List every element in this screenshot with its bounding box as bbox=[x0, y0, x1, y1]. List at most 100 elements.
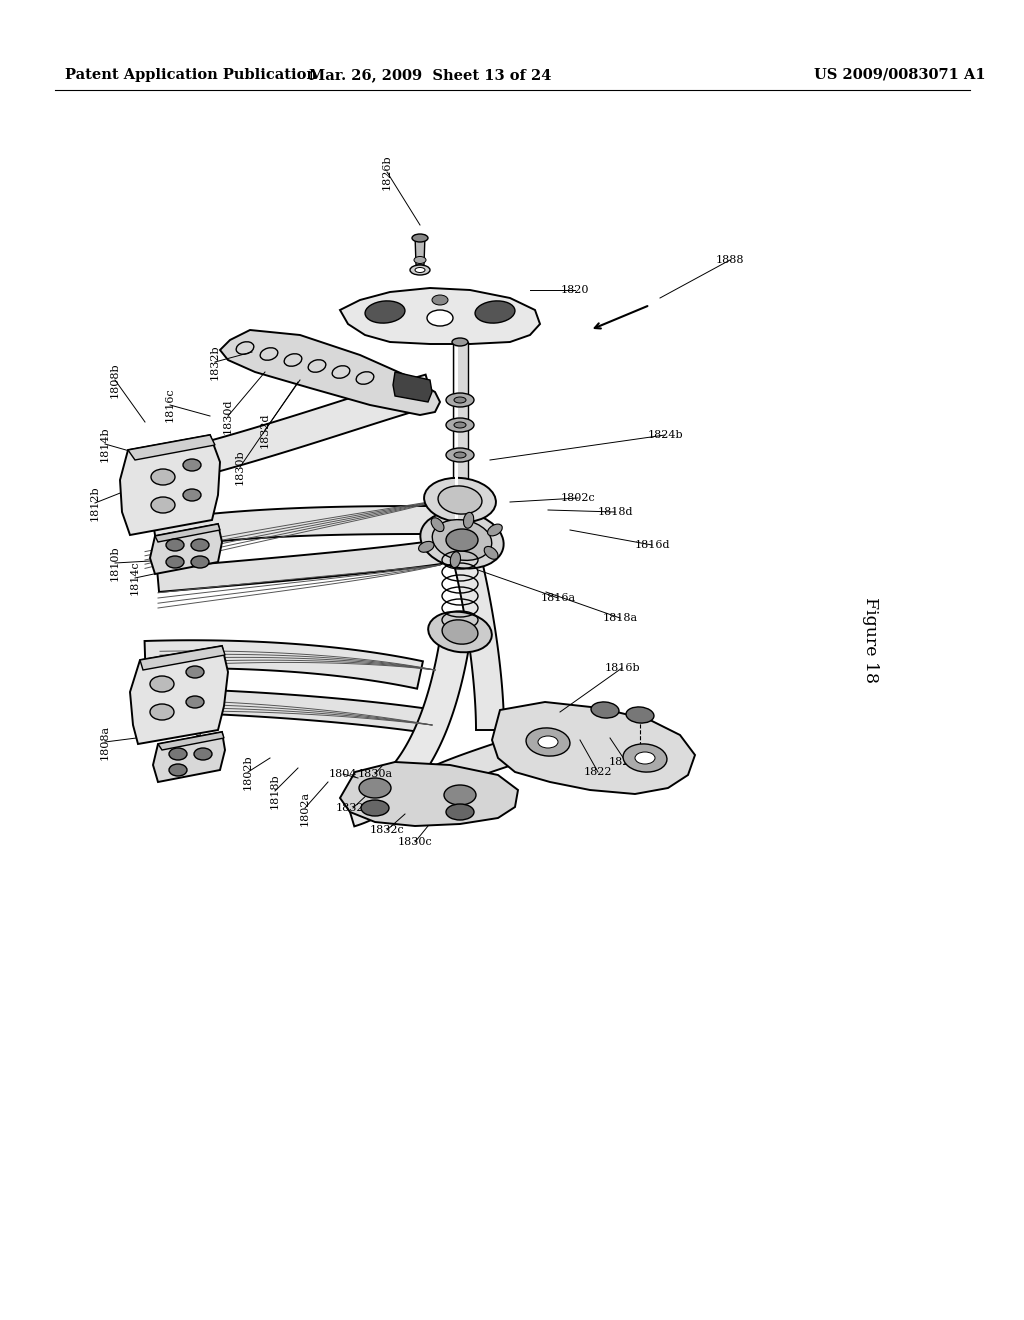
Ellipse shape bbox=[191, 539, 209, 550]
Ellipse shape bbox=[412, 234, 428, 242]
Ellipse shape bbox=[591, 702, 618, 718]
Text: 1826b: 1826b bbox=[382, 154, 392, 190]
Text: 1804: 1804 bbox=[329, 770, 357, 779]
Polygon shape bbox=[155, 524, 220, 543]
Text: 1810a: 1810a bbox=[175, 682, 185, 718]
Polygon shape bbox=[340, 762, 518, 826]
Polygon shape bbox=[147, 688, 437, 734]
Ellipse shape bbox=[538, 737, 558, 748]
Ellipse shape bbox=[166, 556, 184, 568]
Polygon shape bbox=[452, 546, 504, 730]
Ellipse shape bbox=[150, 676, 174, 692]
Ellipse shape bbox=[361, 800, 389, 816]
Text: 1830c: 1830c bbox=[397, 837, 432, 847]
Text: 1824b: 1824b bbox=[647, 430, 683, 440]
Ellipse shape bbox=[424, 478, 496, 523]
Ellipse shape bbox=[166, 539, 184, 550]
Text: 1816d: 1816d bbox=[634, 540, 670, 550]
Ellipse shape bbox=[428, 611, 492, 652]
Ellipse shape bbox=[186, 667, 204, 678]
Ellipse shape bbox=[169, 764, 187, 776]
Polygon shape bbox=[415, 235, 425, 265]
Ellipse shape bbox=[186, 696, 204, 708]
Text: 1814b: 1814b bbox=[100, 426, 110, 462]
Ellipse shape bbox=[151, 498, 175, 513]
Ellipse shape bbox=[365, 301, 404, 323]
Text: 1808b: 1808b bbox=[110, 362, 120, 397]
Ellipse shape bbox=[151, 469, 175, 484]
Ellipse shape bbox=[194, 748, 212, 760]
Text: 1820: 1820 bbox=[561, 285, 589, 294]
Ellipse shape bbox=[438, 486, 482, 513]
Ellipse shape bbox=[442, 620, 478, 644]
Ellipse shape bbox=[432, 520, 492, 561]
Ellipse shape bbox=[432, 294, 449, 305]
Text: 1816b: 1816b bbox=[604, 663, 640, 673]
Text: 1832a: 1832a bbox=[336, 803, 371, 813]
Ellipse shape bbox=[419, 541, 434, 552]
Polygon shape bbox=[120, 436, 220, 535]
Text: 1802b: 1802b bbox=[243, 754, 253, 789]
Ellipse shape bbox=[415, 268, 425, 272]
Text: 1888: 1888 bbox=[716, 255, 744, 265]
Polygon shape bbox=[492, 702, 695, 795]
Text: 1822: 1822 bbox=[584, 767, 612, 777]
Polygon shape bbox=[340, 288, 540, 345]
Text: 1832d: 1832d bbox=[260, 412, 270, 447]
Ellipse shape bbox=[431, 517, 444, 532]
Ellipse shape bbox=[626, 708, 654, 723]
Ellipse shape bbox=[475, 301, 515, 323]
Text: Figure 18: Figure 18 bbox=[861, 597, 879, 682]
Text: 1830b: 1830b bbox=[234, 449, 245, 484]
Ellipse shape bbox=[446, 804, 474, 820]
Text: 1816a: 1816a bbox=[541, 593, 575, 603]
Ellipse shape bbox=[623, 744, 667, 772]
Ellipse shape bbox=[451, 552, 461, 568]
Polygon shape bbox=[144, 640, 423, 689]
Polygon shape bbox=[424, 739, 514, 793]
Polygon shape bbox=[136, 375, 434, 491]
Polygon shape bbox=[157, 540, 441, 591]
Text: 1802a: 1802a bbox=[300, 791, 310, 825]
Ellipse shape bbox=[183, 488, 201, 502]
Ellipse shape bbox=[454, 397, 466, 403]
Text: 1802c: 1802c bbox=[560, 492, 595, 503]
Text: 1808a: 1808a bbox=[100, 725, 110, 759]
Ellipse shape bbox=[446, 393, 474, 407]
Ellipse shape bbox=[427, 310, 453, 326]
Text: 1812a: 1812a bbox=[157, 668, 167, 704]
Ellipse shape bbox=[169, 748, 187, 760]
Text: Patent Application Publication: Patent Application Publication bbox=[65, 69, 317, 82]
Ellipse shape bbox=[410, 265, 430, 275]
Polygon shape bbox=[150, 524, 222, 574]
Text: 1818d: 1818d bbox=[597, 507, 633, 517]
Text: 1832b: 1832b bbox=[210, 345, 220, 380]
Text: 1818a: 1818a bbox=[602, 612, 638, 623]
Ellipse shape bbox=[414, 256, 426, 264]
Polygon shape bbox=[220, 330, 440, 414]
Polygon shape bbox=[153, 733, 225, 781]
Text: 1830d: 1830d bbox=[223, 399, 233, 434]
Text: US 2009/0083071 A1: US 2009/0083071 A1 bbox=[814, 69, 986, 82]
Text: 1814c: 1814c bbox=[130, 561, 140, 595]
Ellipse shape bbox=[446, 418, 474, 432]
Polygon shape bbox=[346, 638, 470, 826]
Text: 1810b: 1810b bbox=[110, 545, 120, 581]
Text: 1814a: 1814a bbox=[140, 655, 150, 689]
Ellipse shape bbox=[359, 777, 391, 799]
Ellipse shape bbox=[446, 529, 478, 550]
Ellipse shape bbox=[454, 422, 466, 428]
Text: 1826a: 1826a bbox=[608, 756, 643, 767]
Polygon shape bbox=[393, 372, 432, 403]
Ellipse shape bbox=[446, 447, 474, 462]
Ellipse shape bbox=[150, 704, 174, 719]
Text: 1814d: 1814d bbox=[193, 726, 203, 762]
Ellipse shape bbox=[487, 524, 503, 536]
Polygon shape bbox=[453, 342, 468, 545]
Text: 1816c: 1816c bbox=[165, 388, 175, 422]
Polygon shape bbox=[153, 506, 440, 549]
Ellipse shape bbox=[452, 338, 468, 346]
Ellipse shape bbox=[444, 785, 476, 805]
Ellipse shape bbox=[421, 511, 504, 569]
Ellipse shape bbox=[484, 546, 498, 560]
